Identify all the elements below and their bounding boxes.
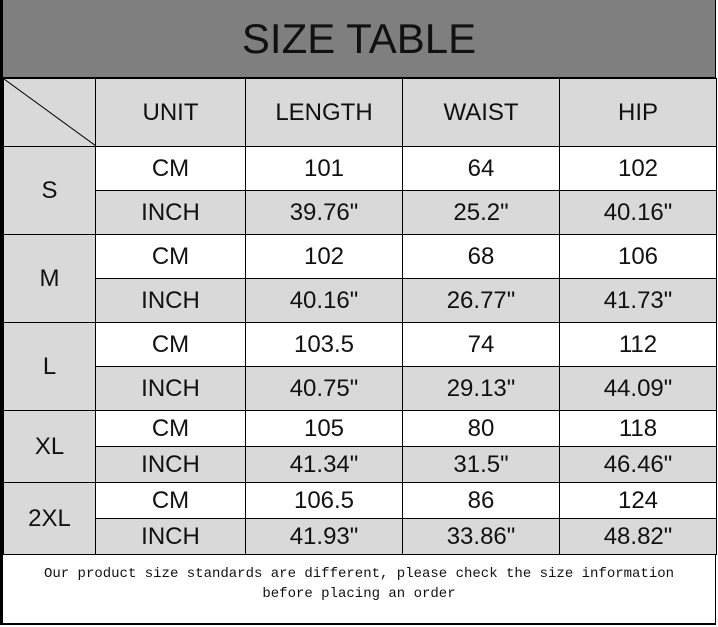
- unit-cell: CM: [95, 410, 246, 447]
- length-cell: 101: [245, 146, 403, 191]
- unit-cell: CM: [95, 322, 246, 367]
- hip-cell: 106: [559, 234, 717, 279]
- hip-cell: 124: [559, 482, 717, 519]
- size-label: XL: [3, 410, 96, 483]
- diagonal-line: [4, 79, 96, 146]
- header-hip: HIP: [559, 78, 717, 147]
- table-row: XL CM 105 80 118: [3, 410, 717, 483]
- length-cell: 41.93": [245, 518, 403, 555]
- page-title: SIZE TABLE: [3, 0, 715, 78]
- unit-cell: CM: [95, 146, 246, 191]
- table-row: INCH 40.75" 29.13" 44.09": [4, 366, 717, 411]
- waist-cell: 86: [402, 482, 560, 519]
- length-cell: 41.34": [245, 446, 403, 483]
- unit-cell: CM: [95, 482, 246, 519]
- waist-cell: 33.86": [402, 518, 560, 555]
- waist-cell: 80: [402, 410, 560, 447]
- size-label: S: [3, 146, 96, 235]
- table-row: INCH 41.34" 31.5" 46.46": [4, 446, 717, 483]
- table-row: M CM 102 68 106: [3, 234, 717, 323]
- hip-cell: 40.16": [559, 190, 717, 235]
- hip-cell: 44.09": [559, 366, 717, 411]
- header-unit: UNIT: [95, 78, 246, 147]
- header-length: LENGTH: [245, 78, 403, 147]
- unit-cell: INCH: [95, 190, 246, 235]
- footer-line-1: Our product size standards are different…: [43, 566, 675, 582]
- unit-cell: INCH: [95, 366, 246, 411]
- table-row: 2XL CM 106.5 86 124: [3, 482, 717, 555]
- size-table: UNIT LENGTH WAIST HIP S CM 101 64 102 INCH 39.…: [3, 78, 717, 555]
- table-row: S CM 101 64 102: [3, 146, 717, 235]
- table-row: L CM 103.5 74 112: [3, 322, 717, 411]
- hip-cell: 102: [559, 146, 717, 191]
- length-cell: 103.5: [245, 322, 403, 367]
- length-cell: 102: [245, 234, 403, 279]
- hip-cell: 118: [559, 410, 717, 447]
- footer-line-2: before placing an order: [262, 586, 456, 602]
- header-waist: WAIST: [402, 78, 560, 147]
- size-label: 2XL: [3, 482, 96, 555]
- hip-cell: 48.82": [559, 518, 717, 555]
- hip-cell: 112: [559, 322, 717, 367]
- length-cell: 39.76": [245, 190, 403, 235]
- hip-cell: 46.46": [559, 446, 717, 483]
- unit-cell: INCH: [95, 278, 246, 323]
- waist-cell: 64: [402, 146, 560, 191]
- table-row: INCH 41.93" 33.86" 48.82": [4, 518, 717, 555]
- diagonal-corner-cell: [3, 78, 96, 147]
- length-cell: 40.16": [245, 278, 403, 323]
- waist-cell: 26.77": [402, 278, 560, 323]
- size-label: L: [3, 322, 96, 411]
- length-cell: 40.75": [245, 366, 403, 411]
- unit-cell: INCH: [95, 446, 246, 483]
- size-label: M: [3, 234, 96, 323]
- waist-cell: 68: [402, 234, 560, 279]
- waist-cell: 25.2": [402, 190, 560, 235]
- footer-note: Our product size standards are different…: [3, 555, 715, 604]
- waist-cell: 29.13": [402, 366, 560, 411]
- waist-cell: 74: [402, 322, 560, 367]
- table-row: INCH 40.16" 26.77" 41.73": [4, 278, 717, 323]
- hip-cell: 41.73": [559, 278, 717, 323]
- table-row: INCH 39.76" 25.2" 40.16": [4, 190, 717, 235]
- unit-cell: INCH: [95, 518, 246, 555]
- length-cell: 106.5: [245, 482, 403, 519]
- header-row: UNIT LENGTH WAIST HIP: [3, 78, 717, 147]
- length-cell: 105: [245, 410, 403, 447]
- waist-cell: 31.5": [402, 446, 560, 483]
- unit-cell: CM: [95, 234, 246, 279]
